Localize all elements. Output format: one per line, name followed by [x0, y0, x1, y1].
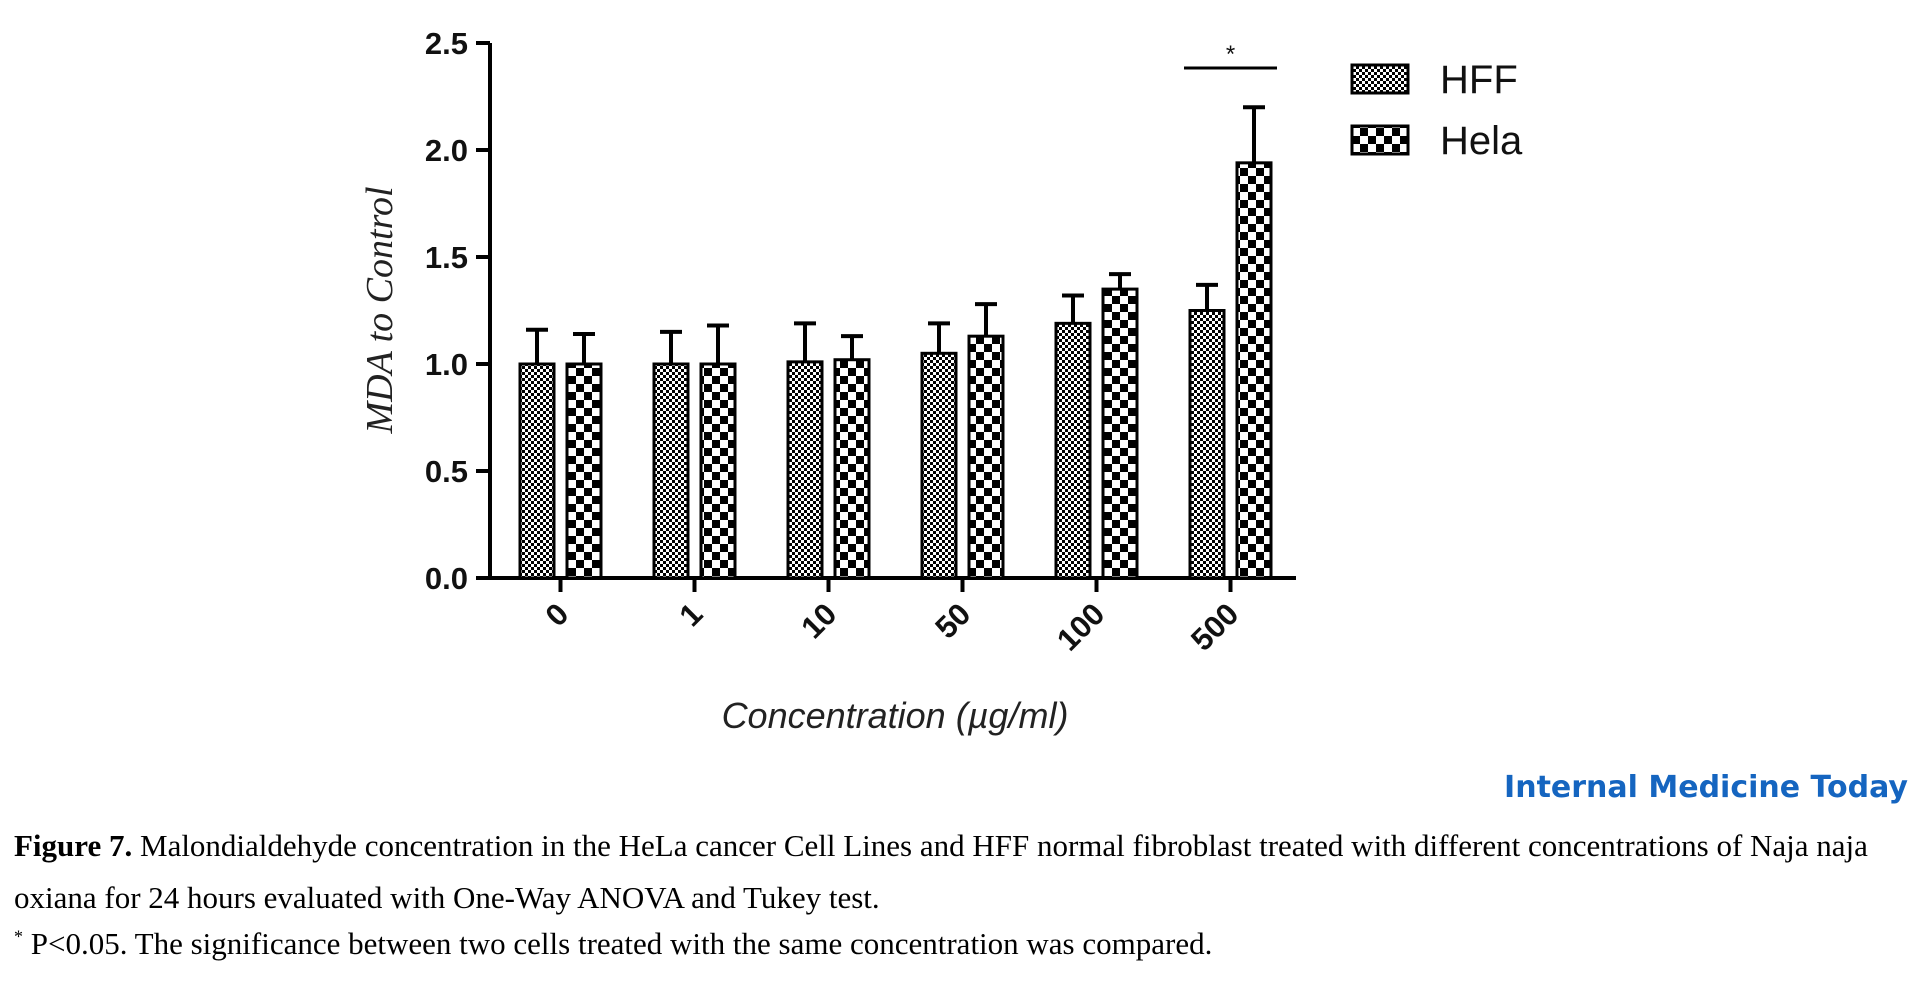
- bar-hela: [1101, 287, 1139, 580]
- bar-hff: [1054, 321, 1092, 580]
- bar-hff: [786, 360, 824, 580]
- caption-label: Figure 7.: [14, 828, 133, 863]
- bar-chart: 0.0 0.5 1.0 1.5 2.0 2.5 0 1 10 50 100 500 * MDA to…: [359, 26, 1523, 736]
- y-tick-label: 1.5: [425, 240, 468, 275]
- legend-label-hff: HFF: [1440, 58, 1518, 102]
- bar-hela: [833, 358, 871, 580]
- y-tick-label: 2.5: [425, 26, 468, 61]
- x-tick-label: 50: [928, 596, 977, 645]
- y-tick-label: 2.0: [425, 133, 468, 168]
- bar-hff: [1188, 309, 1226, 580]
- significance-note: * P<0.05. The significance between two c…: [14, 926, 1212, 962]
- significance-markers: *: [1184, 41, 1277, 70]
- bar-hff: [652, 362, 690, 580]
- x-tick-label: 1: [673, 596, 710, 633]
- x-tick-label: 500: [1184, 596, 1245, 657]
- significance-asterisk: *: [1226, 41, 1235, 68]
- bar-hela: [565, 362, 603, 580]
- figure-caption: Figure 7. Malondialdehyde concentration …: [14, 820, 1909, 924]
- legend-swatch-hff: [1350, 63, 1410, 95]
- bar-hela: [1235, 161, 1273, 580]
- bar-hff: [920, 351, 958, 580]
- legend-swatch-hela: [1350, 124, 1410, 156]
- x-tick-label: 100: [1050, 596, 1111, 657]
- brand-watermark: Internal Medicine Today: [1504, 770, 1908, 805]
- note-text: P<0.05. The significance between two cel…: [23, 926, 1213, 961]
- bar-hela: [967, 334, 1005, 580]
- bars: [518, 105, 1273, 580]
- y-axis: 0.0 0.5 1.0 1.5 2.0 2.5: [425, 26, 492, 596]
- bar-hela: [699, 362, 737, 580]
- bar-hff: [518, 362, 556, 580]
- caption-text: Malondialdehyde concentration in the HeL…: [14, 828, 1868, 915]
- y-tick-label: 0.5: [425, 454, 468, 489]
- legend: HFF Hela: [1350, 58, 1523, 163]
- x-tick-label: 10: [794, 596, 843, 645]
- x-axis-label: Concentration (µg/ml): [722, 695, 1069, 736]
- x-tick-label: 0: [539, 596, 576, 633]
- y-axis-label: MDA to Control: [359, 186, 401, 434]
- x-axis: 0 1 10 50 100 500: [488, 576, 1296, 658]
- legend-label-hela: Hela: [1440, 119, 1523, 163]
- y-tick-label: 1.0: [425, 347, 468, 382]
- note-marker: *: [14, 926, 23, 947]
- y-tick-label: 0.0: [425, 561, 468, 596]
